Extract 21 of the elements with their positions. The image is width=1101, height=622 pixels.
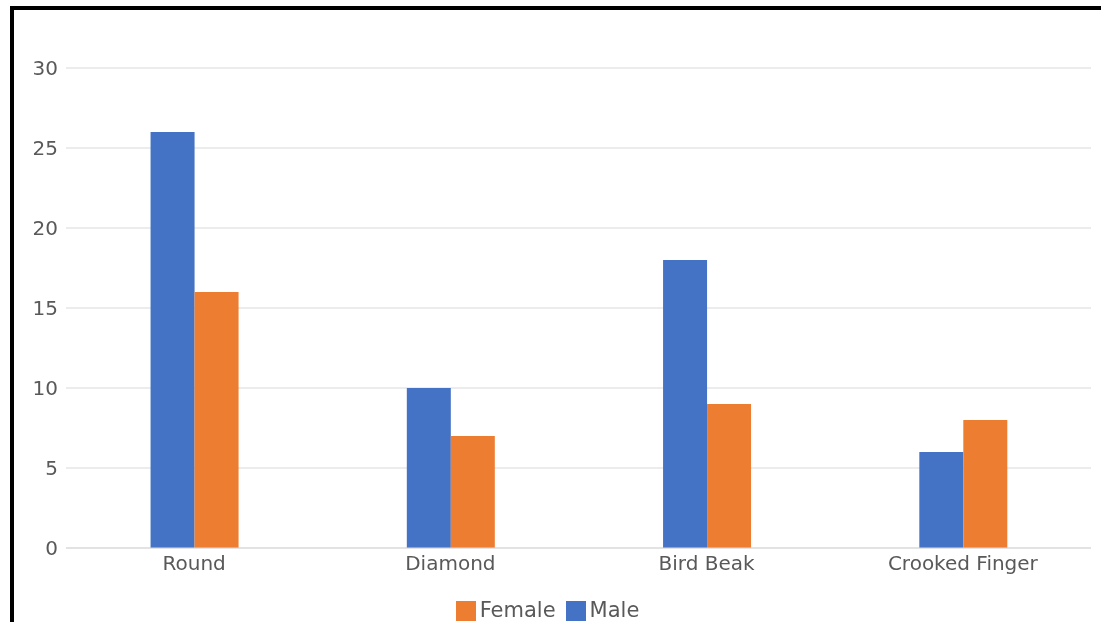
y-tick-label: 15 bbox=[32, 296, 58, 321]
x-tick-label: Diamond bbox=[405, 551, 496, 576]
bar bbox=[707, 404, 752, 548]
bar bbox=[150, 132, 195, 548]
bar bbox=[919, 452, 964, 548]
x-tick-label: Round bbox=[162, 551, 226, 576]
bar bbox=[963, 420, 1008, 548]
bar bbox=[663, 260, 708, 548]
y-tick-label: 30 bbox=[32, 56, 58, 81]
y-tick-label: 0 bbox=[45, 536, 58, 561]
x-tick-label: Bird Beak bbox=[658, 551, 756, 576]
bar bbox=[406, 388, 451, 548]
y-tick-label: 10 bbox=[32, 376, 58, 401]
y-tick-label: 25 bbox=[32, 136, 58, 161]
x-tick-label: Crooked Finger bbox=[887, 551, 1039, 576]
bar bbox=[194, 292, 239, 548]
y-tick-label: 5 bbox=[45, 456, 58, 481]
bar bbox=[450, 436, 495, 548]
legend-label: Male bbox=[589, 598, 640, 622]
y-tick-label: 20 bbox=[32, 216, 58, 241]
legend-label: Female bbox=[479, 598, 556, 622]
